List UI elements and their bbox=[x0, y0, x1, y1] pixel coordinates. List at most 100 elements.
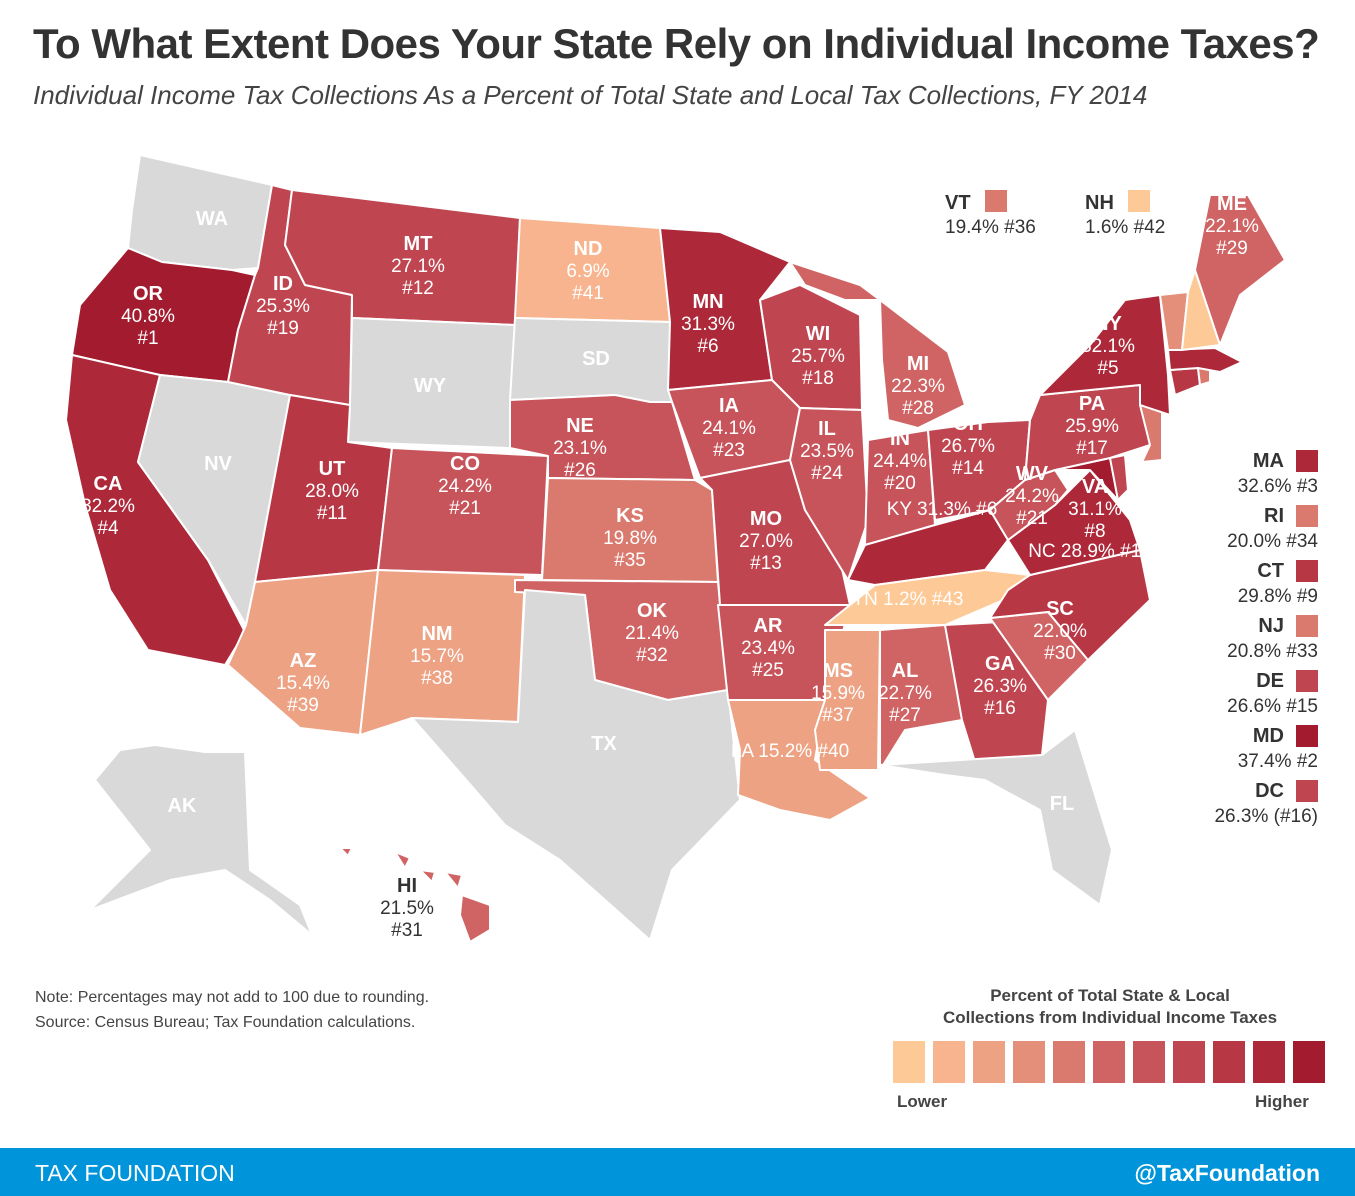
state-value-ut: 28.0% bbox=[305, 481, 359, 502]
side-legend-swatch bbox=[1296, 450, 1318, 472]
side-legend-swatch bbox=[1296, 725, 1318, 747]
state-de[interactable] bbox=[1109, 454, 1129, 501]
footer-brand[interactable]: TAX FOUNDATION bbox=[35, 1160, 235, 1186]
side-legend-item-ma: MA 32.6% #3 bbox=[1180, 450, 1318, 505]
state-label-ia: IA bbox=[719, 395, 739, 417]
state-me[interactable] bbox=[1194, 194, 1286, 346]
legend-swatch-1 bbox=[893, 1041, 925, 1083]
legend-title-line1: Percent of Total State & Local bbox=[990, 986, 1230, 1005]
state-rank-pa: #17 bbox=[1076, 438, 1108, 459]
side-legend-swatch bbox=[1296, 780, 1318, 802]
state-ak[interactable] bbox=[89, 744, 313, 936]
side-legend-item-md: MD 37.4% #2 bbox=[1180, 725, 1318, 780]
legend-swatch-5 bbox=[1053, 1041, 1085, 1083]
state-tx[interactable] bbox=[411, 589, 741, 941]
state-value-ar: 23.4% bbox=[741, 638, 795, 659]
state-value-ia: 24.1% bbox=[702, 418, 756, 439]
state-rank-nd: #41 bbox=[572, 283, 604, 304]
state-value-mi: 22.3% bbox=[891, 376, 945, 397]
state-label-ar: AR bbox=[754, 615, 783, 637]
side-legend-item-nj: NJ 20.8% #33 bbox=[1180, 615, 1318, 670]
state-ct[interactable] bbox=[1169, 367, 1201, 396]
state-value-il: 23.5% bbox=[800, 441, 854, 462]
state-label-ms: MS bbox=[823, 660, 853, 682]
state-nc[interactable] bbox=[989, 549, 1151, 661]
state-ny[interactable] bbox=[1039, 294, 1171, 416]
legend-vt-value: 19.4% #36 bbox=[945, 217, 1036, 238]
state-label-tx: TX bbox=[591, 733, 617, 755]
state-label-wa: WA bbox=[196, 208, 228, 230]
state-value-mt: 27.1% bbox=[391, 256, 445, 277]
us-map: WAOR40.8%#1CA32.2%#4NVID25.3%#19MT27.1%#… bbox=[65, 154, 1286, 943]
legend-nh-swatch bbox=[1127, 190, 1150, 212]
state-value-va: 31.1% bbox=[1068, 499, 1122, 520]
state-label-wv: WV bbox=[1016, 463, 1049, 485]
side-legend-value: 26.6% #15 bbox=[1227, 696, 1318, 717]
state-rank-mn: #6 bbox=[697, 336, 718, 357]
state-value-ny: 32.1% bbox=[1081, 336, 1135, 357]
state-label-me: ME bbox=[1217, 193, 1247, 215]
note-text: Note: Percentages may not add to 100 due… bbox=[35, 989, 430, 1006]
state-value-co: 24.2% bbox=[438, 476, 492, 497]
state-label-sc: SC bbox=[1046, 598, 1074, 620]
footer-bar: TAX FOUNDATION @TaxFoundation bbox=[0, 1148, 1355, 1196]
state-label-id: ID bbox=[273, 273, 293, 295]
state-fl[interactable] bbox=[879, 729, 1113, 906]
side-legend-code: RI bbox=[1264, 505, 1284, 527]
legend-swatch-8 bbox=[1173, 1041, 1205, 1083]
state-label-mn: MN bbox=[692, 291, 723, 313]
state-rank-il: #24 bbox=[811, 463, 843, 484]
state-rank-hi: #31 bbox=[391, 920, 423, 941]
small-states-legend: MA 32.6% #3 RI 20.0% #34 CT 29.8% #9 NJ 20.8% #… bbox=[1180, 450, 1318, 835]
side-legend-code: CT bbox=[1257, 560, 1284, 582]
side-legend-code: DC bbox=[1255, 780, 1284, 802]
side-legend-swatch bbox=[1296, 615, 1318, 637]
state-label-wi: WI bbox=[806, 323, 830, 345]
state-value-nm: 15.7% bbox=[410, 646, 464, 667]
state-al[interactable] bbox=[879, 624, 963, 771]
side-legend-code: MD bbox=[1252, 725, 1284, 747]
state-rank-mt: #12 bbox=[402, 278, 434, 299]
state-label-az: AZ bbox=[290, 650, 317, 672]
state-rank-wi: #18 bbox=[802, 368, 834, 389]
state-value-wi: 25.7% bbox=[791, 346, 845, 367]
side-legend-value: 29.8% #9 bbox=[1237, 586, 1318, 607]
state-label-ga: GA bbox=[985, 653, 1015, 675]
state-wy[interactable] bbox=[347, 317, 516, 449]
legend-nh-code: NH bbox=[1085, 192, 1114, 214]
side-legend-item-de: DE 26.6% #15 bbox=[1180, 670, 1318, 725]
legend-swatch-3 bbox=[973, 1041, 1005, 1083]
state-rank-ga: #16 bbox=[984, 698, 1016, 719]
legend-swatch-10 bbox=[1253, 1041, 1285, 1083]
state-label-fl: FL bbox=[1050, 793, 1074, 815]
state-value-sc: 22.0% bbox=[1033, 621, 1087, 642]
state-hi[interactable] bbox=[339, 847, 491, 943]
state-rank-co: #21 bbox=[449, 498, 481, 519]
side-legend-value: 20.0% #34 bbox=[1227, 531, 1318, 552]
state-label-al: AL bbox=[892, 660, 919, 682]
state-rank-mo: #13 bbox=[750, 553, 782, 574]
side-legend-swatch bbox=[1296, 505, 1318, 527]
state-rank-ar: #25 bbox=[752, 660, 784, 681]
state-rank-ny: #5 bbox=[1097, 358, 1118, 379]
side-legend-swatch bbox=[1296, 670, 1318, 692]
state-value-ca: 32.2% bbox=[81, 496, 135, 517]
legend-swatch-6 bbox=[1093, 1041, 1125, 1083]
footer-handle[interactable]: @TaxFoundation bbox=[1134, 1160, 1320, 1186]
state-label-or: OR bbox=[133, 283, 164, 305]
state-ma[interactable] bbox=[1167, 347, 1243, 373]
legend-nh-value: 1.6% #42 bbox=[1085, 217, 1166, 238]
side-legend-swatch bbox=[1296, 560, 1318, 582]
state-value-ms: 15.9% bbox=[811, 683, 865, 704]
state-label-il: IL bbox=[818, 418, 836, 440]
state-mi[interactable] bbox=[789, 261, 966, 429]
state-rank-id: #19 bbox=[267, 318, 299, 339]
state-label-nc: NC 28.9% #10 bbox=[1028, 541, 1152, 562]
side-legend-code: NJ bbox=[1258, 615, 1284, 637]
state-label-pa: PA bbox=[1079, 393, 1105, 415]
legend-swatch-7 bbox=[1133, 1041, 1165, 1083]
state-label-va: VA bbox=[1082, 476, 1108, 498]
legend-vt-code: VT bbox=[945, 192, 971, 214]
state-rank-va: #8 bbox=[1084, 521, 1105, 542]
state-value-oh: 26.7% bbox=[941, 436, 995, 457]
